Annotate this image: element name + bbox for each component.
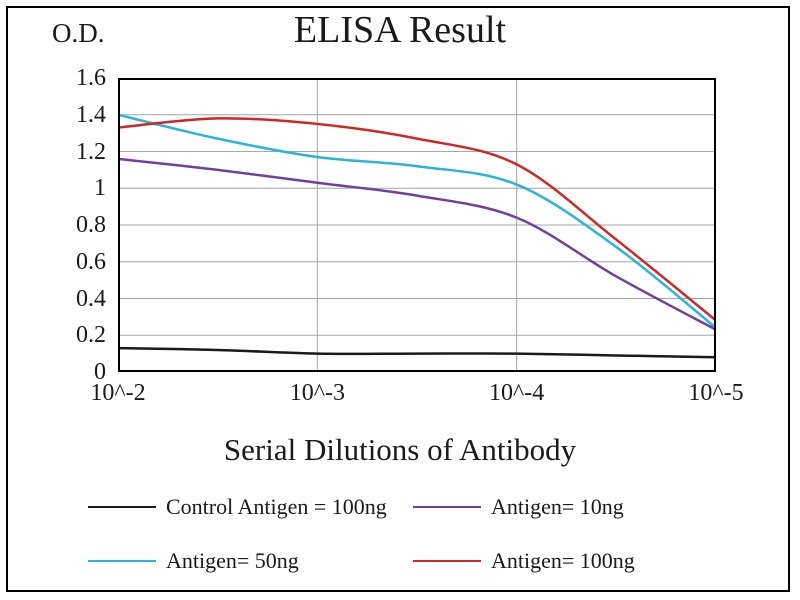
- plot-area: [118, 78, 716, 372]
- y-axis-title: O.D.: [52, 18, 105, 48]
- chart-outer-border: [6, 6, 790, 592]
- x-tick-label: 10^-2: [90, 380, 146, 406]
- y-tick-label: 0.6: [76, 248, 106, 275]
- series-line: [118, 117, 716, 322]
- legend-item-control-antigen-100ng: Control Antigen = 100ng: [88, 494, 403, 520]
- series-line: [118, 157, 716, 331]
- x-axis-tick-labels: 10^-2 10^-3 10^-4 10^-5: [90, 380, 743, 412]
- x-tick-label: 10^-3: [289, 380, 345, 406]
- x-tick-label: 10^-5: [688, 380, 744, 406]
- legend-label: Antigen= 10ng: [491, 494, 624, 519]
- x-axis-title: Serial Dilutions of Antibody: [223, 432, 577, 467]
- legend-item-antigen-10ng: Antigen= 10ng: [413, 494, 728, 520]
- legend-label: Antigen= 100ng: [491, 548, 635, 573]
- y-tick-label: 1.6: [76, 65, 106, 91]
- plot-border: [118, 78, 716, 372]
- x-tick-label: 10^-4: [489, 380, 545, 406]
- legend-label: Antigen= 50ng: [166, 548, 299, 573]
- legend-item-antigen-50ng: Antigen= 50ng: [88, 548, 403, 574]
- y-tick-label: 0.8: [76, 212, 106, 238]
- legend-line-antigen-10ng: [413, 506, 481, 508]
- legend-label: Control Antigen = 100ng: [166, 494, 387, 519]
- y-tick-label: 0.2: [76, 322, 106, 349]
- y-axis-tick-labels: 0 0.2 0.4 0.6 0.8 1 1.2 1.4 1.6: [0, 65, 110, 385]
- y-tick-label: 1.4: [76, 101, 106, 128]
- legend-line-control-antigen: [88, 506, 156, 508]
- y-tick-label: 0: [94, 359, 106, 385]
- series-line: [118, 346, 716, 359]
- y-tick-label: 0.4: [76, 285, 106, 312]
- legend: Control Antigen = 100ng Antigen= 10ng An…: [88, 494, 728, 574]
- y-tick-label: 1: [94, 175, 106, 202]
- legend-line-antigen-100ng: [413, 560, 481, 562]
- series-line: [118, 113, 716, 330]
- y-tick-label: 1.2: [76, 138, 106, 165]
- chart-title: ELISA Result: [293, 9, 507, 51]
- legend-line-antigen-50ng: [88, 560, 156, 562]
- legend-item-antigen-100ng: Antigen= 100ng: [413, 548, 728, 574]
- plot-canvas: [118, 78, 716, 372]
